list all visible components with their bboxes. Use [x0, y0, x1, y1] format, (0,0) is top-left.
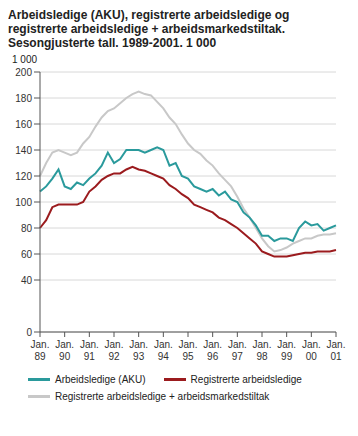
svg-text:140: 140	[15, 145, 32, 156]
html-text:1 000: 1 000	[12, 54, 37, 65]
html-text:Arbeidsledige (AKU), registrer: Arbeidsledige (AKU), registrerte arbeids…	[8, 8, 290, 50]
svg-text:80: 80	[21, 223, 33, 234]
svg-text:Jan.99: Jan.99	[277, 339, 296, 362]
svg-text:Jan.96: Jan.96	[203, 339, 222, 362]
svg-text:0: 0	[26, 327, 32, 338]
svg-text:Jan.89: Jan.89	[31, 339, 50, 362]
svg-text:Jan.97: Jan.97	[228, 339, 247, 362]
svg-text:Jan.93: Jan.93	[129, 339, 148, 362]
svg-text:Jan.92: Jan.92	[105, 339, 124, 362]
svg-text:60: 60	[21, 249, 33, 260]
html-text:Registrerte arbeidsledige: Registrerte arbeidsledige	[190, 374, 302, 385]
html-text:Arbeidsledige (AKU): Arbeidsledige (AKU)	[55, 374, 146, 385]
svg-text:Jan.91: Jan.91	[80, 339, 99, 362]
html-text:Registrerte arbeidsledige + ar: Registrerte arbeidsledige + arbeidsmarke…	[55, 391, 270, 402]
svg-text:Jan.00: Jan.00	[302, 339, 321, 362]
svg-text:200: 200	[15, 67, 32, 78]
svg-text:Jan.90: Jan.90	[55, 339, 74, 362]
svg-text:Jan.98: Jan.98	[253, 339, 272, 362]
svg-text:40: 40	[21, 275, 33, 286]
svg-text:Jan.94: Jan.94	[154, 339, 173, 362]
svg-text:120: 120	[15, 171, 32, 182]
svg-text:100: 100	[15, 197, 32, 208]
svg-text:Jan.01: Jan.01	[327, 339, 346, 362]
svg-text:Jan.95: Jan.95	[179, 339, 198, 362]
svg-text:160: 160	[15, 119, 32, 130]
svg-text:180: 180	[15, 93, 32, 104]
